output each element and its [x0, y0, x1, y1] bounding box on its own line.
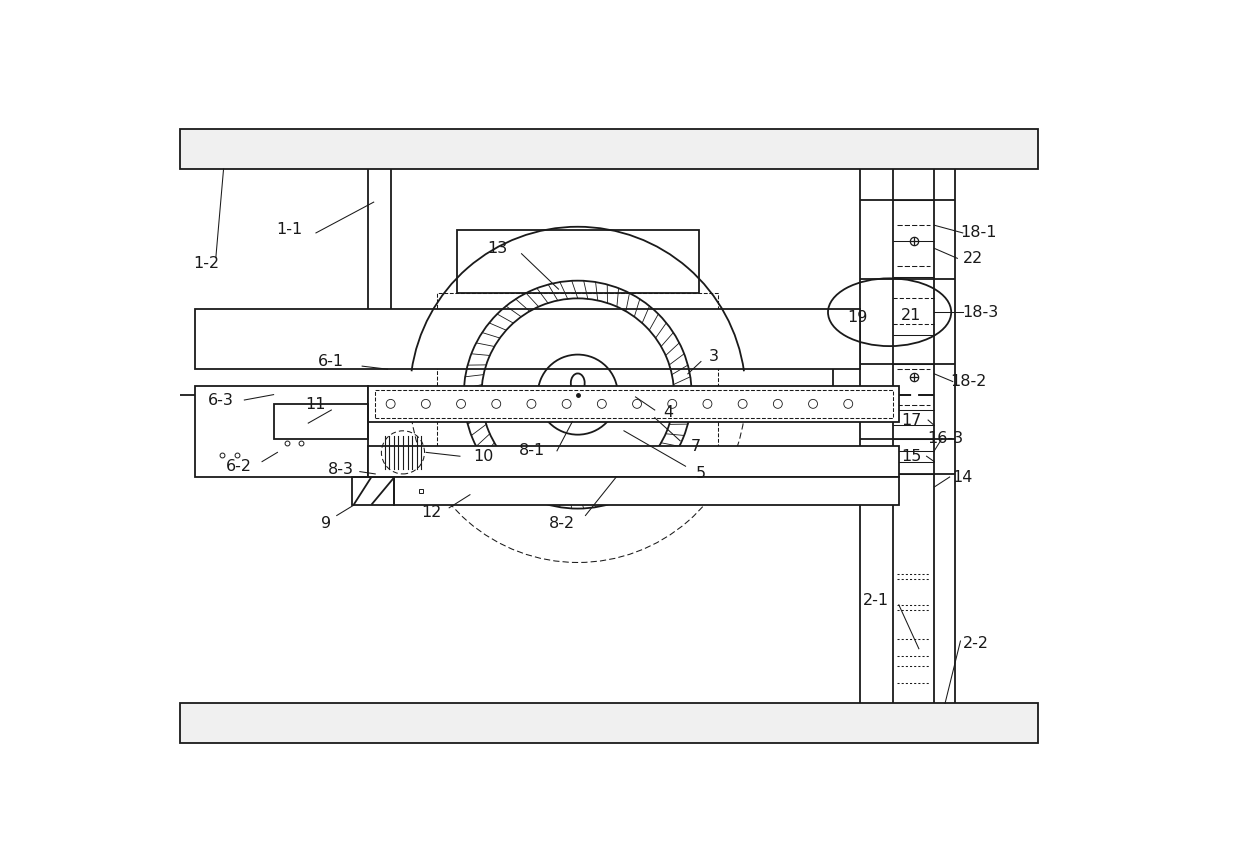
Text: 22: 22 [962, 251, 983, 266]
Text: 12: 12 [422, 505, 441, 520]
Text: 1-1: 1-1 [275, 222, 303, 236]
Text: 10: 10 [472, 449, 494, 463]
Bar [436, 293, 718, 487]
Bar [367, 446, 899, 477]
Text: 6-2: 6-2 [226, 459, 252, 474]
Bar [394, 477, 899, 505]
Text: 8-3: 8-3 [329, 462, 355, 477]
Text: 3: 3 [709, 349, 719, 363]
Text: 15: 15 [901, 449, 921, 463]
Text: 1-2: 1-2 [192, 256, 219, 271]
Text: 16-3: 16-3 [928, 431, 963, 446]
Bar [180, 129, 1038, 169]
Bar [180, 703, 1038, 743]
Text: 8-2: 8-2 [549, 516, 575, 531]
Text: 17: 17 [901, 413, 921, 427]
Text: 18-2: 18-2 [950, 374, 986, 389]
Bar [195, 309, 861, 369]
Text: 6-3: 6-3 [208, 393, 234, 407]
Bar [195, 386, 367, 477]
Text: 14: 14 [952, 469, 973, 484]
Text: 13: 13 [487, 241, 507, 255]
Bar [274, 404, 367, 438]
Text: 7: 7 [691, 438, 701, 454]
Bar [367, 386, 899, 421]
Text: 21: 21 [901, 308, 921, 323]
Text: 5: 5 [696, 466, 706, 482]
Text: 11: 11 [306, 397, 326, 413]
Text: 2-2: 2-2 [962, 636, 988, 651]
Bar [376, 390, 893, 418]
Text: 8-1: 8-1 [518, 444, 544, 458]
Text: 6-1: 6-1 [319, 354, 345, 369]
Bar [456, 230, 698, 293]
Text: 4: 4 [662, 405, 673, 419]
Text: 2-1: 2-1 [863, 593, 889, 608]
Text: 9: 9 [321, 516, 331, 531]
Text: 18-1: 18-1 [960, 225, 997, 241]
Bar [352, 477, 394, 505]
Text: 18-3: 18-3 [962, 305, 998, 319]
Text: 19: 19 [847, 310, 868, 325]
